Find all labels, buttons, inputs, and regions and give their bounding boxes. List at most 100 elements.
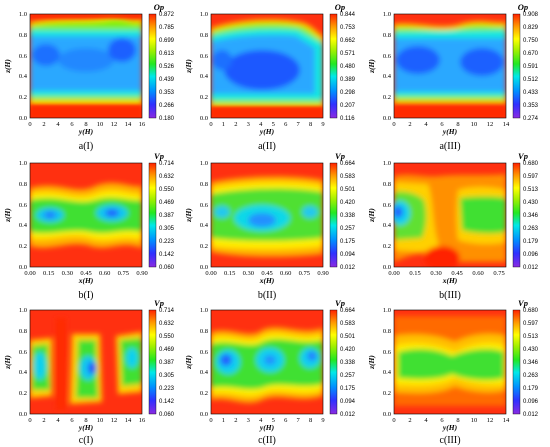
x-tick-label: 0.90 [317,270,328,277]
y-ticks-a2: 0.0 0.2 0.4 0.6 0.8 1.0 [200,11,209,122]
x-tick-label: 10 [97,121,104,128]
x-ticks-a3: 0 2 4 6 8 10 12 14 [392,121,510,128]
x-tick-label: 0 [209,121,212,128]
colorbar-tick: 0.785 [159,25,175,31]
x-ticks-c1: 0 2 4 6 8 10 12 14 16 [28,417,146,424]
x-axis-label: y(H) [442,127,458,136]
colorbar-b1: Vp 0.714 0.632 0.550 0.469 0.387 0.305 0… [148,151,175,271]
panel-caption: c(II) [258,435,276,446]
y-tick-label: 0.2 [200,390,208,397]
x-tick-label: 8 [84,121,87,128]
colorbar-tick: 0.513 [523,187,539,193]
colorbar-tick: 0.060 [159,265,175,271]
x-axis-label: y(H) [259,127,275,136]
x-tick-label: 8 [456,121,459,128]
colorbar-tick: 0.670 [523,51,539,57]
colorbar-tick: 0.550 [159,334,175,340]
colorbar-title: Op [335,2,345,12]
y-tick-label: 0.4 [383,222,392,229]
y-tick-label: 1.0 [383,11,391,18]
x-tick-label: 0.00 [205,270,216,277]
y-tick-label: 0.2 [200,243,208,250]
x-tick-label: 0.00 [24,270,35,277]
colorbar-tick: 0.583 [340,174,356,180]
colorbar-tick: 0.699 [159,38,175,44]
y-tick-label: 0.8 [200,181,208,188]
x-tick-label: 0.60 [99,270,110,277]
colorbar-tick: 0.714 [159,308,175,314]
x-tick-label: 8 [309,121,312,128]
colorbar-tick: 0.714 [159,161,175,167]
colorbar-a2: Op 0.844 0.753 0.662 0.571 0.480 0.389 0… [329,2,356,122]
y-tick-label: 0.4 [383,73,392,80]
y-tick-label: 1.0 [200,307,208,314]
y-tick-label: 0.2 [383,390,391,397]
colorbar-tick: 0.142 [159,252,175,258]
colorbar-gradient [329,162,338,268]
x-tick-label: 0 [28,121,31,128]
x-tick-label: 14 [503,121,510,128]
x-tick-label: 0.90 [136,270,147,277]
colorbar-tick: 0.012 [340,412,356,418]
colorbar-tick: 0.338 [340,360,356,366]
colorbar-tick: 0.012 [523,412,539,418]
x-tick-label: 3 [247,417,250,424]
y-tick-label: 0.0 [19,115,27,122]
heatmap-a2 [211,14,323,118]
panel-b1: 0.00 0.15 0.30 0.45 0.60 0.75 0.90 0.0 0… [3,151,175,301]
y-tick-label: 0.8 [200,32,208,39]
panel-a1: 0 2 4 6 8 10 12 14 16 0.0 0.2 0.4 0.6 0.… [3,2,175,152]
colorbar-tick: 0.597 [523,321,539,327]
colorbar-tick: 0.469 [159,347,175,353]
y-tick-label: 0.4 [200,73,209,80]
x-tick-label: 8 [309,417,312,424]
colorbar-tick: 0.550 [159,187,175,193]
x-tick-label: 0.30 [430,270,441,277]
y-axis-label: z(H) [367,355,376,370]
colorbar-tick: 0.179 [523,386,539,392]
colorbar-tick: 0.430 [523,347,539,353]
colorbar-c3: Vp 0.680 0.597 0.513 0.430 0.346 0.263 0… [512,298,539,418]
colorbar-tick: 0.664 [340,308,356,314]
colorbar-tick: 0.571 [340,51,356,57]
colorbar-tick: 0.346 [523,360,539,366]
x-tick-label: 4 [56,417,60,424]
colorbar-tick: 0.844 [340,12,356,18]
colorbar-c1: Vp 0.714 0.632 0.550 0.469 0.387 0.305 0… [148,298,175,418]
colorbar-a1: Op 0.872 0.785 0.699 0.613 0.526 0.439 0… [148,2,175,122]
y-tick-label: 0.0 [200,411,208,418]
colorbar-tick: 0.439 [159,77,175,83]
heatmap-a1 [30,14,142,118]
x-tick-label: 12 [111,417,118,424]
x-tick-label: 0.45 [261,270,272,277]
colorbar-tick: 0.223 [159,239,175,245]
y-tick-label: 0.0 [200,115,208,122]
x-tick-label: 6 [284,121,288,128]
y-tick-label: 1.0 [383,160,391,167]
panel-b3: 0.00 0.15 0.30 0.45 0.60 0.75 0.0 0.2 0.… [367,151,539,301]
colorbar-title: Vp [335,298,345,308]
colorbar-tick: 0.632 [159,174,175,180]
y-tick-label: 0.2 [383,94,391,101]
x-tick-label: 12 [111,121,118,128]
colorbar-tick: 0.597 [523,174,539,180]
x-tick-label: 4 [424,417,428,424]
colorbar-tick: 0.501 [340,187,356,193]
y-tick-label: 0.0 [383,411,391,418]
x-ticks-b3: 0.00 0.15 0.30 0.45 0.60 0.75 [388,270,504,277]
x-tick-label: 0.00 [388,270,399,277]
colorbar-tick: 0.872 [159,12,175,18]
colorbar-tick: 0.305 [159,226,175,232]
y-axis-label: z(H) [367,208,376,223]
colorbar-tick: 0.680 [523,161,539,167]
y-axis-label: z(H) [3,59,12,74]
x-tick-label: 10 [471,121,478,128]
colorbar-tick: 0.060 [159,412,175,418]
colorbar-tick: 0.223 [159,386,175,392]
heatmap-b2 [211,163,323,267]
x-tick-label: 0 [209,417,212,424]
colorbar-tick: 0.387 [159,213,175,219]
colorbar-tick: 0.662 [340,38,356,44]
colorbar-tick: 0.012 [340,265,356,271]
